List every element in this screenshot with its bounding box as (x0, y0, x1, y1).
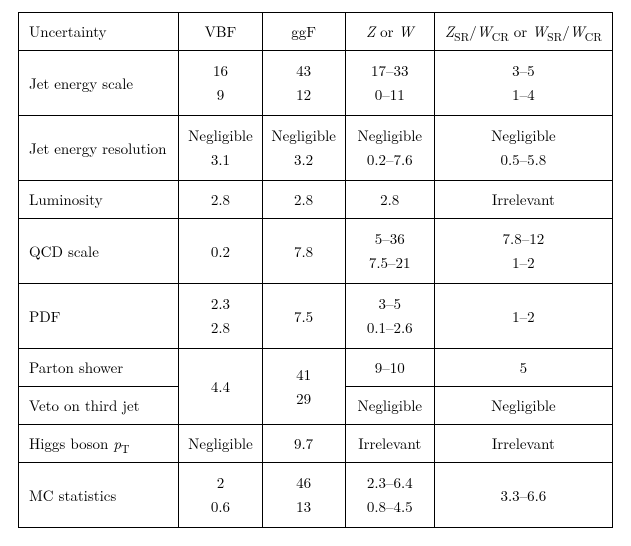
table-row: QCD scale 0.2 7.8 5–367.5–21 7.8–121–2 (19, 219, 613, 284)
row-label-qcd: QCD scale (19, 219, 179, 284)
table-row: PDF 2.32.8 7.5 3–50.1–2.6 1–2 (19, 284, 613, 349)
row-label-mc: MC statistics (19, 463, 179, 528)
cell-value: 4129 (262, 349, 345, 425)
cell-value: 169 (179, 51, 262, 116)
table-header-row: Uncertainty VBF ggF Z or W ZSR/WCR or WS… (19, 13, 613, 51)
cell-value: Negligible3.1 (179, 116, 262, 181)
row-label-higgs-pt: Higgs boson pT (19, 425, 179, 463)
row-label-jer: Jet energy resolution (19, 116, 179, 181)
cell-value: Negligible (345, 387, 434, 425)
header-ratio: ZSR/WCR or WSR/WCR (434, 13, 612, 51)
table-row: Higgs boson pT Negligible 9.7 Irrelevant… (19, 425, 613, 463)
cell-value: 2.8 (345, 181, 434, 219)
cell-value: 2.32.8 (179, 284, 262, 349)
row-label-lumi: Luminosity (19, 181, 179, 219)
cell-value: Negligible (434, 387, 612, 425)
table-row: Jet energy scale 169 4312 17–330–11 3–51… (19, 51, 613, 116)
cell-value: 2.3–6.40.8–4.5 (345, 463, 434, 528)
cell-value: Irrelevant (434, 425, 612, 463)
header-uncertainty: Uncertainty (19, 13, 179, 51)
cell-value: 0.2 (179, 219, 262, 284)
table-row: Jet energy resolution Negligible3.1 Negl… (19, 116, 613, 181)
cell-value: 1–2 (434, 284, 612, 349)
cell-value: 4613 (262, 463, 345, 528)
cell-value: 3–51–4 (434, 51, 612, 116)
table-container: Uncertainty VBF ggF Z or W ZSR/WCR or WS… (0, 0, 631, 546)
cell-value: 2.8 (262, 181, 345, 219)
cell-value: 20.6 (179, 463, 262, 528)
cell-value: Negligible (179, 425, 262, 463)
cell-value: Irrelevant (434, 181, 612, 219)
cell-value: 5 (434, 349, 612, 387)
cell-value: Negligible0.5–5.8 (434, 116, 612, 181)
cell-value: 7.8 (262, 219, 345, 284)
cell-value: 2.8 (179, 181, 262, 219)
cell-value: 3.3–6.6 (434, 463, 612, 528)
row-label-pdf: PDF (19, 284, 179, 349)
uncertainty-table: Uncertainty VBF ggF Z or W ZSR/WCR or WS… (18, 12, 613, 528)
cell-value: 9.7 (262, 425, 345, 463)
cell-value: 4312 (262, 51, 345, 116)
cell-value: Irrelevant (345, 425, 434, 463)
cell-value: 9–10 (345, 349, 434, 387)
header-vbf: VBF (179, 13, 262, 51)
row-label-veto: Veto on third jet (19, 387, 179, 425)
cell-value: 7.8–121–2 (434, 219, 612, 284)
row-label-jes: Jet energy scale (19, 51, 179, 116)
header-z-or-w: Z or W (345, 13, 434, 51)
cell-value: Negligible3.2 (262, 116, 345, 181)
cell-value: 5–367.5–21 (345, 219, 434, 284)
row-label-parton: Parton shower (19, 349, 179, 387)
table-row: Parton shower 4.4 4129 9–10 5 (19, 349, 613, 387)
table-row: Luminosity 2.8 2.8 2.8 Irrelevant (19, 181, 613, 219)
cell-value: 4.4 (179, 349, 262, 425)
cell-value: Negligible0.2–7.6 (345, 116, 434, 181)
header-ggf: ggF (262, 13, 345, 51)
cell-value: 3–50.1–2.6 (345, 284, 434, 349)
cell-value: 17–330–11 (345, 51, 434, 116)
table-row: MC statistics 20.6 4613 2.3–6.40.8–4.5 3… (19, 463, 613, 528)
cell-value: 7.5 (262, 284, 345, 349)
